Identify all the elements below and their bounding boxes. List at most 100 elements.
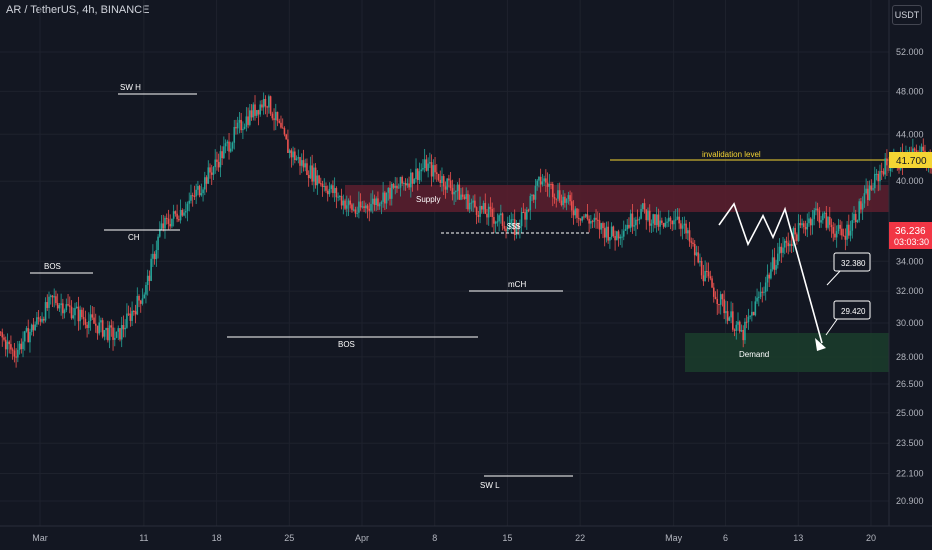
candle-body	[801, 223, 803, 226]
candle-body	[75, 306, 78, 309]
candle-body	[872, 188, 874, 190]
candle-body	[411, 172, 414, 184]
candle-body	[794, 228, 796, 235]
candle-body	[365, 205, 367, 209]
candle-body	[740, 329, 743, 332]
candle-body	[711, 278, 713, 288]
candle-body	[884, 158, 886, 175]
candle-body	[652, 214, 654, 224]
candle-body	[77, 306, 80, 322]
candle-body	[846, 224, 848, 240]
candle-body	[100, 320, 102, 323]
candle-body	[378, 204, 381, 207]
candle-body	[217, 161, 220, 168]
candle-body	[210, 172, 213, 175]
candle-body	[401, 177, 403, 184]
candle-body	[399, 177, 402, 188]
candle-body	[356, 212, 358, 214]
candle-body	[318, 175, 320, 184]
candle-body	[93, 317, 95, 324]
candle-body	[351, 204, 353, 210]
candle-body	[732, 311, 734, 330]
candle-body	[39, 318, 42, 322]
candle-body	[789, 243, 791, 247]
candle-body	[451, 188, 454, 195]
candle-body	[458, 184, 461, 200]
candle-body	[577, 217, 580, 219]
candle-body	[621, 236, 623, 238]
candle-body	[771, 257, 774, 270]
candle-body	[823, 212, 826, 214]
candle-body	[752, 311, 755, 316]
invalidation-label: invalidation level	[702, 150, 761, 159]
candle-body	[809, 218, 812, 226]
candle-body	[126, 313, 128, 328]
candle-body	[255, 110, 258, 116]
candle-body	[157, 236, 159, 251]
chart-title: AR / TetherUS, 4h, BINANCE	[6, 4, 150, 16]
candle-body	[247, 116, 249, 125]
candle-body	[117, 328, 120, 332]
candle-body	[757, 296, 760, 298]
candle-body	[70, 306, 73, 319]
candle-body	[394, 185, 397, 188]
candle-body	[22, 341, 24, 350]
candle-body	[922, 146, 925, 151]
candle-body	[681, 225, 684, 229]
candle-body	[375, 198, 377, 206]
candle-body	[141, 298, 144, 304]
candle-body	[515, 223, 518, 235]
candle-body	[266, 106, 268, 108]
candle-body	[15, 356, 17, 358]
candle-body	[861, 203, 864, 210]
candle-body	[195, 189, 197, 197]
candle-body	[62, 303, 64, 314]
candle-body	[283, 128, 286, 135]
candle-body	[48, 296, 50, 308]
candle-body	[802, 223, 805, 228]
candle-body	[339, 195, 341, 197]
candle-body	[725, 311, 727, 314]
candle-body	[796, 234, 798, 241]
candle-body	[697, 252, 699, 263]
candle-body	[596, 219, 599, 221]
candle-body	[602, 223, 604, 229]
candle-body	[726, 311, 729, 321]
candle-body	[782, 247, 784, 253]
candle-body	[678, 216, 680, 224]
candle-body	[224, 143, 227, 147]
candle-body	[500, 213, 502, 216]
candle-body	[354, 209, 357, 214]
candle-body	[86, 324, 88, 328]
candle-body	[751, 311, 753, 316]
candle-body	[898, 167, 900, 170]
candle-body	[744, 321, 746, 341]
candle-body	[430, 162, 433, 177]
candle-body	[358, 201, 360, 213]
candle-body	[712, 287, 715, 297]
candle-body	[567, 195, 570, 199]
candle-body	[472, 200, 474, 203]
candle-body	[680, 223, 682, 229]
candle-body	[20, 343, 23, 350]
candle-body	[162, 223, 165, 229]
candle-body	[545, 178, 547, 183]
candle-body	[41, 318, 43, 322]
candle-body	[806, 223, 809, 230]
candle-body	[181, 209, 184, 216]
candle-body	[756, 297, 758, 302]
candle-body	[347, 200, 350, 206]
candle-body	[529, 196, 532, 211]
candle-body	[650, 223, 653, 226]
candle-body	[178, 219, 180, 221]
candle-body	[674, 219, 677, 221]
currency-button[interactable]: USDT	[892, 5, 922, 25]
candle-body	[63, 310, 66, 314]
candle-body	[693, 243, 696, 256]
candle-body	[825, 212, 828, 228]
candle-body	[754, 301, 757, 316]
candle-body	[406, 183, 409, 186]
candle-body	[44, 302, 47, 321]
candle-body	[325, 185, 327, 191]
